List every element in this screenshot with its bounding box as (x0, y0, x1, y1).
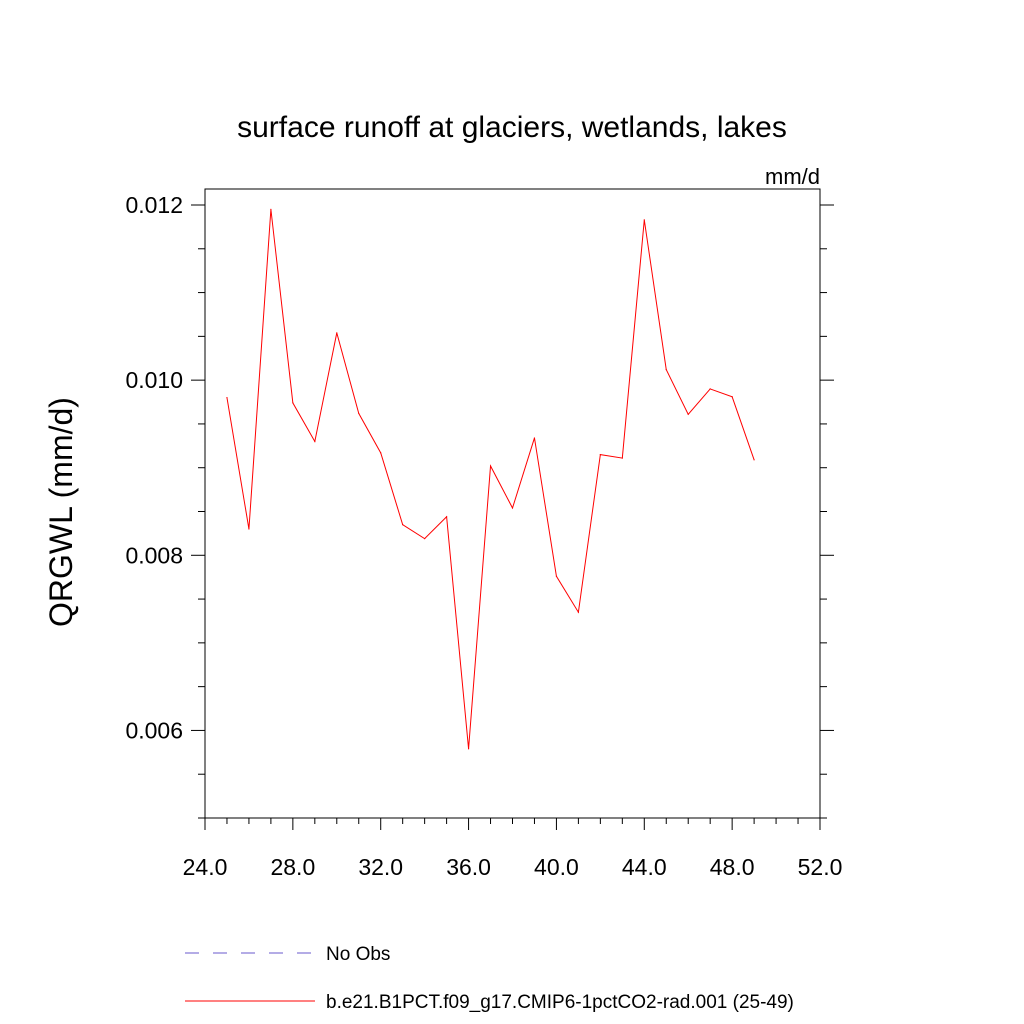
x-tick-label: 52.0 (798, 854, 843, 880)
y-tick-label: 0.012 (125, 192, 183, 218)
data-point (226, 397, 228, 399)
data-point (467, 748, 470, 750)
data-point (665, 369, 667, 371)
y-tick-label: 0.010 (125, 367, 183, 393)
x-axis-ticks: 24.0 28.0 32.0 36.0 40.0 44.0 48.0 52.0 (183, 818, 843, 880)
data-point (489, 465, 492, 467)
data-point (380, 452, 382, 454)
legend-label-model-run: b.e21.B1PCT.f09_g17.CMIP6-1pctCO2-rad.00… (326, 992, 794, 1013)
data-point (731, 396, 733, 398)
x-tick-label: 24.0 (183, 854, 228, 880)
data-point (753, 459, 755, 461)
data-point (599, 453, 601, 456)
data-point (292, 402, 294, 404)
units-label: mm/d (765, 164, 820, 189)
data-point (643, 219, 645, 221)
y-axis-label: QRGWL (mm/d) (43, 397, 79, 627)
x-tick-label: 28.0 (270, 854, 315, 880)
data-point (248, 528, 250, 530)
data-point (270, 208, 272, 210)
data-point (402, 524, 404, 526)
x-tick-label: 44.0 (622, 854, 667, 880)
series-layer (226, 208, 755, 750)
legend: No Obs b.e21.B1PCT.f09_g17.CMIP6-1pctCO2… (185, 944, 794, 1013)
x-tick-label: 32.0 (358, 854, 403, 880)
series-line-0 (226, 209, 755, 749)
y-tick-label: 0.008 (125, 542, 183, 568)
data-point (446, 516, 448, 518)
x-tick-label: 36.0 (446, 854, 491, 880)
data-point (358, 412, 360, 415)
x-tick-label: 48.0 (710, 854, 755, 880)
data-point (511, 507, 514, 509)
data-point (424, 538, 426, 540)
legend-label-no-obs: No Obs (326, 944, 390, 965)
data-point (621, 457, 623, 459)
data-point (709, 388, 711, 390)
data-point (577, 611, 579, 613)
data-point (314, 440, 316, 443)
data-point (687, 413, 689, 415)
data-point (555, 575, 558, 577)
y-axis-ticks: 0.006 0.008 0.010 0.012 (125, 192, 834, 819)
data-point (336, 332, 338, 334)
chart-title: surface runoff at glaciers, wetlands, la… (237, 111, 787, 144)
data-point (533, 437, 536, 439)
plot-frame (204, 188, 821, 819)
x-tick-label: 40.0 (534, 854, 579, 880)
y-tick-label: 0.006 (125, 717, 183, 743)
